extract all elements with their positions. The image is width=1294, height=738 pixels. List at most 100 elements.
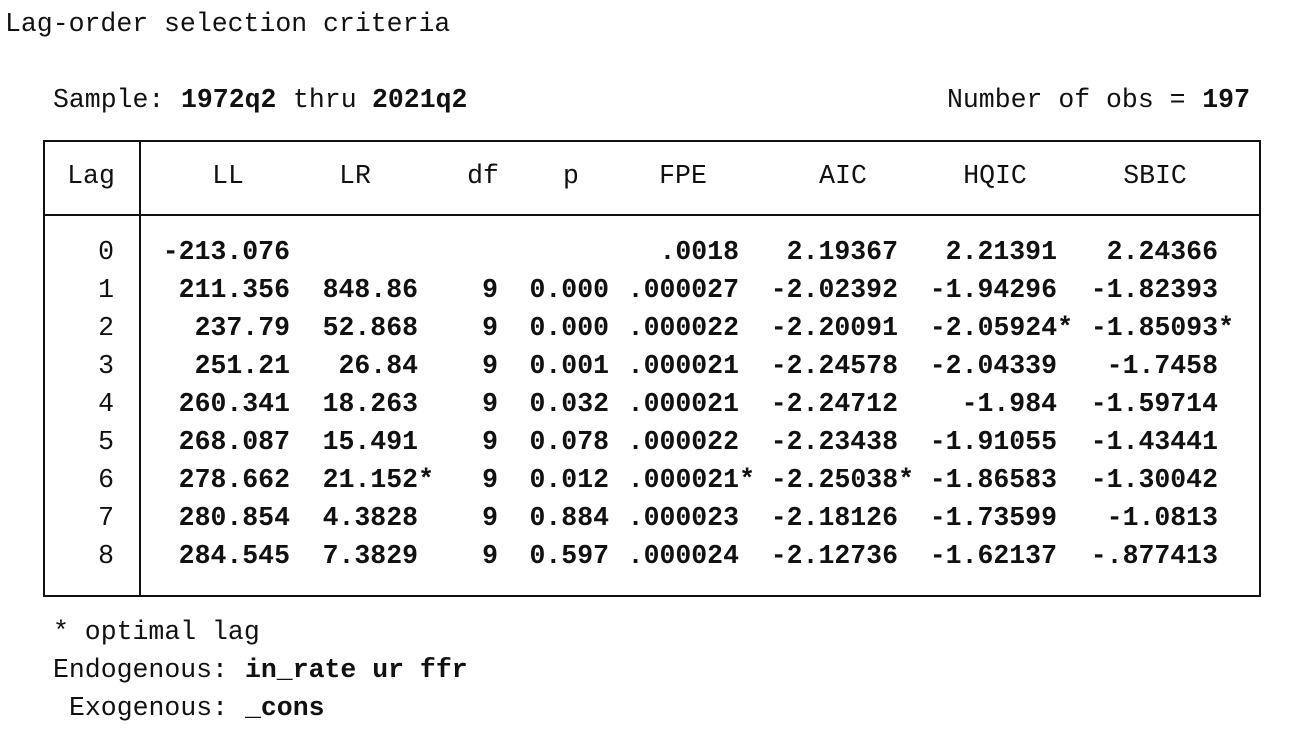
value-cell: 9 <box>482 313 498 343</box>
value-cell: -1.91055 <box>930 427 1057 457</box>
sample-end: 2021q2 <box>372 85 467 115</box>
value-cell: 9 <box>482 427 498 457</box>
value-cell: -2.24712 <box>771 389 898 419</box>
value-cell: 9 <box>482 503 498 533</box>
exogenous-label: Exogenous: <box>69 693 228 723</box>
sample-start: 1972q2 <box>181 85 276 115</box>
value-cell: -1.73599 <box>930 503 1057 533</box>
value-cell: -2.05924* <box>930 313 1073 343</box>
value-cell: -1.82393 <box>1091 275 1218 305</box>
value-cell: 0.884 <box>529 503 609 533</box>
column-header: Lag <box>67 161 115 191</box>
value-cell: 0.001 <box>529 351 609 381</box>
value-cell: 0.012 <box>529 465 609 495</box>
footer-note: * optimal lag <box>53 617 260 647</box>
value-cell: 4.3828 <box>323 503 418 533</box>
value-cell: 848.86 <box>323 275 418 305</box>
value-cell: -1.0813 <box>1107 503 1218 533</box>
value-cell: 26.84 <box>338 351 418 381</box>
lag-cell: 2 <box>98 313 114 343</box>
value-cell: -2.02392 <box>771 275 898 305</box>
value-cell: .000027 <box>628 275 739 305</box>
value-cell: .000021* <box>628 465 755 495</box>
value-cell: 9 <box>482 389 498 419</box>
value-cell: 2.24366 <box>1107 237 1218 267</box>
lag-cell: 3 <box>98 351 114 381</box>
value-cell: -213.076 <box>163 237 290 267</box>
value-cell: 9 <box>482 351 498 381</box>
value-cell: .000023 <box>628 503 739 533</box>
value-cell: -.877413 <box>1091 541 1218 571</box>
column-header: p <box>563 161 579 191</box>
lag-cell: 7 <box>98 503 114 533</box>
value-cell: .000021 <box>628 389 739 419</box>
column-header: LR <box>339 161 371 191</box>
value-cell: -1.43441 <box>1091 427 1218 457</box>
value-cell: -2.23438 <box>771 427 898 457</box>
column-header: df <box>467 161 499 191</box>
value-cell: .000022 <box>628 313 739 343</box>
value-cell: 0.000 <box>529 275 609 305</box>
value-cell: 260.341 <box>179 389 290 419</box>
exogenous-value: _cons <box>244 693 325 723</box>
value-cell: 9 <box>482 465 498 495</box>
value-cell: -2.25038* <box>771 465 914 495</box>
lag-cell: 0 <box>98 237 114 267</box>
value-cell: 0.597 <box>529 541 609 571</box>
sample-thru: thru <box>293 85 357 115</box>
value-cell: 2.21391 <box>946 237 1057 267</box>
table-border <box>43 140 1261 597</box>
value-cell: -2.20091 <box>771 313 898 343</box>
title: Lag-order selection criteria <box>5 9 450 39</box>
value-cell: .000022 <box>628 427 739 457</box>
column-header: LL <box>212 161 244 191</box>
obs-label: Number of obs = <box>947 85 1186 115</box>
value-cell: -2.18126 <box>771 503 898 533</box>
value-cell: -1.7458 <box>1107 351 1218 381</box>
value-cell: .000024 <box>628 541 739 571</box>
lag-cell: 8 <box>98 541 114 571</box>
endogenous-label: Endogenous: <box>53 655 228 685</box>
value-cell: -1.94296 <box>930 275 1057 305</box>
lag-cell: 4 <box>98 389 114 419</box>
value-cell: 284.545 <box>179 541 290 571</box>
value-cell: -2.12736 <box>771 541 898 571</box>
value-cell: 251.21 <box>195 351 290 381</box>
sample-label: Sample: <box>53 85 164 115</box>
value-cell: -1.30042 <box>1091 465 1218 495</box>
value-cell: 0.078 <box>529 427 609 457</box>
value-cell: -1.62137 <box>930 541 1057 571</box>
value-cell: 237.79 <box>195 313 290 343</box>
table-body: Lag LL LR df p FPE AIC HQIC SBIC 0 -213.076 .0018 2.… <box>67 161 1234 571</box>
value-cell: 0.000 <box>529 313 609 343</box>
value-cell: 268.087 <box>179 427 290 457</box>
value-cell: -1.59714 <box>1091 389 1218 419</box>
value-cell: 278.662 <box>179 465 290 495</box>
value-cell: 15.491 <box>323 427 418 457</box>
column-header: HQIC <box>963 161 1027 191</box>
lag-cell: 1 <box>98 275 114 305</box>
value-cell: 18.263 <box>323 389 418 419</box>
value-cell: .0018 <box>659 237 739 267</box>
column-header: FPE <box>659 161 707 191</box>
value-cell: 280.854 <box>179 503 290 533</box>
endogenous-value: in_rate ur ffr <box>245 655 468 685</box>
value-cell: -1.86583 <box>930 465 1057 495</box>
value-cell: 52.868 <box>323 313 418 343</box>
lag-cell: 5 <box>98 427 114 457</box>
value-cell: 7.3829 <box>323 541 418 571</box>
value-cell: .000021 <box>628 351 739 381</box>
value-cell: 9 <box>482 275 498 305</box>
obs-value: 197 <box>1202 85 1250 115</box>
column-header: AIC <box>819 161 867 191</box>
value-cell: 211.356 <box>179 275 290 305</box>
value-cell: 9 <box>482 541 498 571</box>
value-cell: 2.19367 <box>787 237 898 267</box>
value-cell: -1.984 <box>962 389 1058 419</box>
lag-cell: 6 <box>98 465 114 495</box>
value-cell: -2.04339 <box>930 351 1057 381</box>
value-cell: -1.85093* <box>1091 313 1234 343</box>
value-cell: 21.152* <box>323 465 434 495</box>
value-cell: -2.24578 <box>771 351 898 381</box>
